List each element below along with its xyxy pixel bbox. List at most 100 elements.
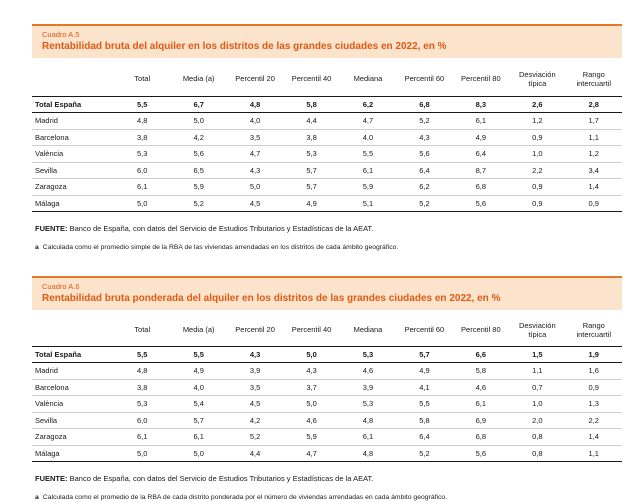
table-number: Cuadro A.5 xyxy=(42,30,80,39)
cell: 6,1 xyxy=(339,162,397,179)
cell: 1,1 xyxy=(509,362,566,380)
cell: 4,3 xyxy=(396,129,453,146)
column-header: Mediana xyxy=(353,74,383,84)
column-header: Percentil 40 xyxy=(291,74,332,84)
cell: 2,8 xyxy=(565,95,622,113)
table-row: Sevilla 6,0 5,7 4,2 4,6 4,8 5,8 6,9 2,0 … xyxy=(32,412,622,429)
cell: 6,0 xyxy=(114,162,171,179)
cell: 6,8 xyxy=(452,178,510,196)
table-row: Barcelona 3,8 4,0 3,5 3,7 3,9 4,1 4,6 0,… xyxy=(32,379,622,396)
column-header: Mediana xyxy=(353,325,383,335)
data-table: Total Media (a) Percentil 20 Percentil 4… xyxy=(32,62,622,212)
cell: 6,4 xyxy=(396,162,453,179)
cell: 5,2 xyxy=(170,195,227,212)
cell: 5,3 xyxy=(114,145,171,163)
source-text: Banco de España, con datos del Servicio … xyxy=(69,224,374,233)
cell: 5,5 xyxy=(114,95,171,113)
table-row: València 5,3 5,6 4,7 5,3 5,5 5,6 6,4 1,0… xyxy=(32,145,622,163)
table-title: Rentabilidad bruta ponderada del alquile… xyxy=(42,293,501,304)
cell: 5,2 xyxy=(396,445,453,462)
source-label: FUENTE: xyxy=(35,474,68,483)
cell: 5,6 xyxy=(452,195,510,212)
total-row: Total España 5,5 6,7 4,8 5,8 6,2 6,8 8,3… xyxy=(32,95,622,113)
cell: 5,4 xyxy=(170,395,227,413)
table-row: Málaga 5,0 5,0 4,4 4,7 4,8 5,2 5,6 0,8 1… xyxy=(32,445,622,462)
cell: 5,0 xyxy=(114,445,171,462)
cell: 4,0 xyxy=(226,112,284,130)
table-block-a5: Cuadro A.5 Rentabilidad bruta del alquil… xyxy=(32,24,622,252)
cell: 6,0 xyxy=(114,412,171,429)
cell: 5,9 xyxy=(283,428,340,446)
cell: 4,1 xyxy=(396,379,453,396)
cell: 0,9 xyxy=(565,379,622,396)
cell: 2,2 xyxy=(509,162,566,179)
cell: 6,1 xyxy=(452,395,510,413)
cell: 1,2 xyxy=(509,112,566,130)
cell: 4,2 xyxy=(226,412,284,429)
cell: 4,8 xyxy=(114,362,171,380)
cell: 2,0 xyxy=(509,412,566,429)
cell: 5,3 xyxy=(283,145,340,163)
cell: 6,5 xyxy=(170,162,227,179)
cell: 3,7 xyxy=(283,379,340,396)
cell: 2,6 xyxy=(509,95,566,113)
cell: 4,9 xyxy=(452,129,510,146)
table-header-band: Cuadro A.6 Rentabilidad bruta ponderada … xyxy=(32,276,622,310)
cell: 6,1 xyxy=(339,428,397,446)
cell: 5,8 xyxy=(452,362,510,380)
table-row: Zaragoza 6,1 6,1 5,2 5,9 6,1 6,4 6,8 0,8… xyxy=(32,428,622,446)
cell: 0,8 xyxy=(509,445,566,462)
column-header-row: Total Media (a) Percentil 20 Percentil 4… xyxy=(32,62,622,96)
cell: 1,9 xyxy=(565,345,622,363)
cell: 6,1 xyxy=(452,112,510,130)
cell: 4,7 xyxy=(339,112,397,130)
cell: 4,7 xyxy=(283,445,340,462)
cell: 1,2 xyxy=(565,145,622,163)
column-header: Percentil 40 xyxy=(291,325,332,335)
cell: 0,9 xyxy=(509,195,566,212)
cell: 6,1 xyxy=(114,428,171,446)
cell: 1,4 xyxy=(565,428,622,446)
row-label: Zaragoza xyxy=(32,178,114,196)
source-label: FUENTE: xyxy=(35,224,68,233)
cell: 4,9 xyxy=(170,362,227,380)
cell: 3,9 xyxy=(226,362,284,380)
row-label: Málaga xyxy=(32,445,114,462)
cell: 1,3 xyxy=(565,395,622,413)
source-text: Banco de España, con datos del Servicio … xyxy=(69,474,374,483)
row-label: Sevilla xyxy=(32,412,114,429)
row-label: Madrid xyxy=(32,362,114,380)
table-row: Barcelona 3,8 4,2 3,5 3,8 4,0 4,3 4,9 0,… xyxy=(32,129,622,146)
table-block-a6: Cuadro A.6 Rentabilidad bruta ponderada … xyxy=(32,276,622,502)
cell: 4,6 xyxy=(339,362,397,380)
table-row: Málaga 5,0 5,2 4,5 4,9 5,1 5,2 5,6 0,9 0… xyxy=(32,195,622,212)
column-header: Percentil 60 xyxy=(404,325,445,335)
cell: 6,4 xyxy=(452,145,510,163)
row-label: Málaga xyxy=(32,195,114,212)
cell: 3,9 xyxy=(339,379,397,396)
column-header: Total xyxy=(134,325,151,335)
cell: 2,2 xyxy=(565,412,622,429)
source-note: FUENTE: Banco de España, con datos del S… xyxy=(32,224,622,234)
cell: 5,7 xyxy=(283,178,340,196)
cell: 8,3 xyxy=(452,95,510,113)
cell: 5,8 xyxy=(283,95,340,113)
cell: 4,9 xyxy=(396,362,453,380)
cell: 6,4 xyxy=(396,428,453,446)
cell: 4,3 xyxy=(283,362,340,380)
cell: 6,8 xyxy=(396,95,453,113)
cell: 1,6 xyxy=(565,362,622,380)
cell: 3,5 xyxy=(226,129,284,146)
cell: 5,6 xyxy=(396,145,453,163)
cell: 0,7 xyxy=(509,379,566,396)
column-header: Percentil 60 xyxy=(404,74,445,84)
column-header: Rango intercuartil xyxy=(576,320,612,339)
cell: 3,8 xyxy=(283,129,340,146)
cell: 5,0 xyxy=(170,445,227,462)
cell: 5,0 xyxy=(226,178,284,196)
cell: 4,5 xyxy=(226,395,284,413)
cell: 5,6 xyxy=(452,445,510,462)
footnote: a Calculada como el promedio simple de la… xyxy=(32,243,622,252)
cell: 4,7 xyxy=(226,145,284,163)
cell: 1,7 xyxy=(565,112,622,130)
